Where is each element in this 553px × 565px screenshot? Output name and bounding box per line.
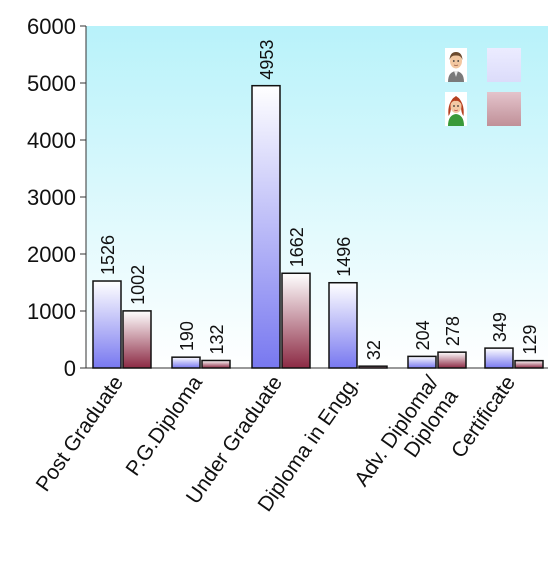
bar-series-2[interactable] [358, 365, 388, 369]
bar-series-1[interactable] [407, 355, 437, 369]
bar-value-label: 1662 [287, 227, 307, 267]
bar-value-label: 132 [207, 324, 227, 354]
bar-series-1[interactable] [92, 280, 122, 369]
x-tick-label: Adv. Diploma/Diploma [350, 371, 463, 504]
y-tick-label: 6000 [27, 14, 76, 39]
y-tick-label: 0 [64, 356, 76, 381]
bar-value-label: 1002 [128, 265, 148, 305]
x-tick-label: Certificate [447, 372, 520, 463]
y-tick-label: 3000 [27, 185, 76, 210]
y-tick-label: 2000 [27, 242, 76, 267]
bar-value-label: 349 [490, 312, 510, 342]
bar-value-label: 129 [520, 325, 540, 355]
bar-value-label: 278 [443, 316, 463, 346]
x-tick-label: P.G.Diploma [122, 371, 208, 480]
bar-series-2[interactable] [201, 359, 231, 369]
bar-value-label: 1526 [98, 235, 118, 275]
x-tick-label: Post Graduate [32, 372, 129, 496]
female-avatar-icon [445, 92, 467, 126]
bar-value-label: 4953 [257, 40, 277, 80]
bars: 1526 190 4953 1496 204 349 1002 132 1662 32 278 129 [92, 40, 544, 369]
bar-value-label: 1496 [334, 237, 354, 277]
bar-value-label: 204 [413, 320, 433, 350]
bar-series-2[interactable] [281, 272, 311, 369]
bar-series-1[interactable] [484, 347, 514, 369]
bar-value-label: 190 [177, 321, 197, 351]
bar-series-1[interactable] [328, 281, 358, 369]
male-avatar-icon [445, 48, 467, 82]
bar-series-2[interactable] [122, 310, 152, 369]
bar-series-1[interactable] [251, 84, 281, 369]
bar-value-label: 32 [364, 340, 384, 360]
bar-series-2[interactable] [437, 351, 467, 369]
legend [445, 48, 521, 126]
plot-area [86, 26, 548, 368]
bar-series-2[interactable] [514, 359, 544, 369]
legend-swatch-series-1 [487, 48, 521, 82]
y-tick-label: 5000 [27, 71, 76, 96]
bar-series-1[interactable] [171, 356, 201, 369]
legend-swatch-series-2 [487, 92, 521, 126]
y-tick-label: 4000 [27, 128, 76, 153]
y-tick-label: 1000 [27, 299, 76, 324]
y-axis: 0 1000 2000 3000 4000 5000 6000 [27, 14, 548, 381]
